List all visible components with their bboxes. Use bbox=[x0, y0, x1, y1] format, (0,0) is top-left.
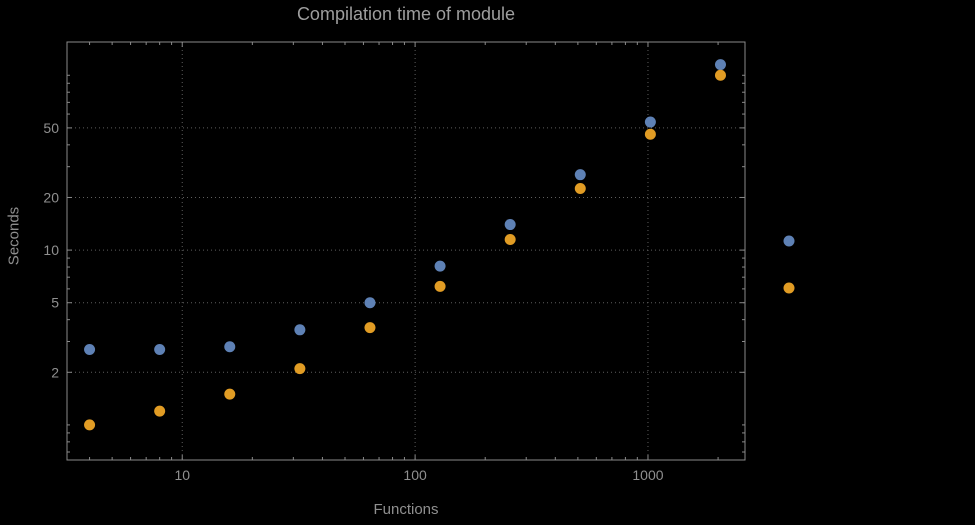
legend-marker-series-2 bbox=[783, 282, 795, 294]
y-axis-label: Seconds bbox=[5, 206, 23, 266]
data-point-series-2 bbox=[714, 69, 726, 81]
data-point-series-2 bbox=[434, 280, 446, 292]
data-point-series-1 bbox=[644, 116, 656, 128]
x-tick-label: 100 bbox=[403, 467, 427, 483]
x-axis-label: Functions bbox=[373, 501, 439, 518]
x-tick-label: 10 bbox=[174, 467, 190, 483]
data-point-series-1 bbox=[154, 344, 166, 356]
y-tick-label: 20 bbox=[43, 189, 59, 205]
data-point-series-2 bbox=[224, 388, 236, 400]
data-point-series-1 bbox=[434, 260, 446, 272]
y-tick-label: 50 bbox=[43, 120, 59, 136]
data-point-series-2 bbox=[574, 183, 586, 195]
data-point-series-2 bbox=[154, 405, 166, 417]
x-tick-label: 1000 bbox=[632, 467, 663, 483]
data-point-series-1 bbox=[364, 297, 376, 309]
y-tick-label: 10 bbox=[43, 242, 59, 258]
data-point-series-1 bbox=[84, 344, 96, 356]
data-point-series-2 bbox=[364, 322, 376, 334]
data-point-series-2 bbox=[294, 363, 306, 375]
data-point-series-1 bbox=[224, 341, 236, 353]
data-point-series-2 bbox=[644, 128, 656, 140]
data-point-series-1 bbox=[504, 219, 516, 231]
data-point-series-1 bbox=[714, 59, 726, 71]
data-point-series-2 bbox=[504, 233, 516, 245]
chart-title: Compilation time of module bbox=[296, 4, 516, 24]
data-point-series-1 bbox=[574, 169, 586, 181]
data-point-series-1 bbox=[294, 324, 306, 336]
plot-frame bbox=[66, 41, 746, 461]
data-point-series-2 bbox=[84, 419, 96, 431]
y-tick-label: 2 bbox=[51, 364, 59, 380]
y-tick-label: 5 bbox=[51, 295, 59, 311]
legend-marker-series-1 bbox=[783, 235, 795, 247]
